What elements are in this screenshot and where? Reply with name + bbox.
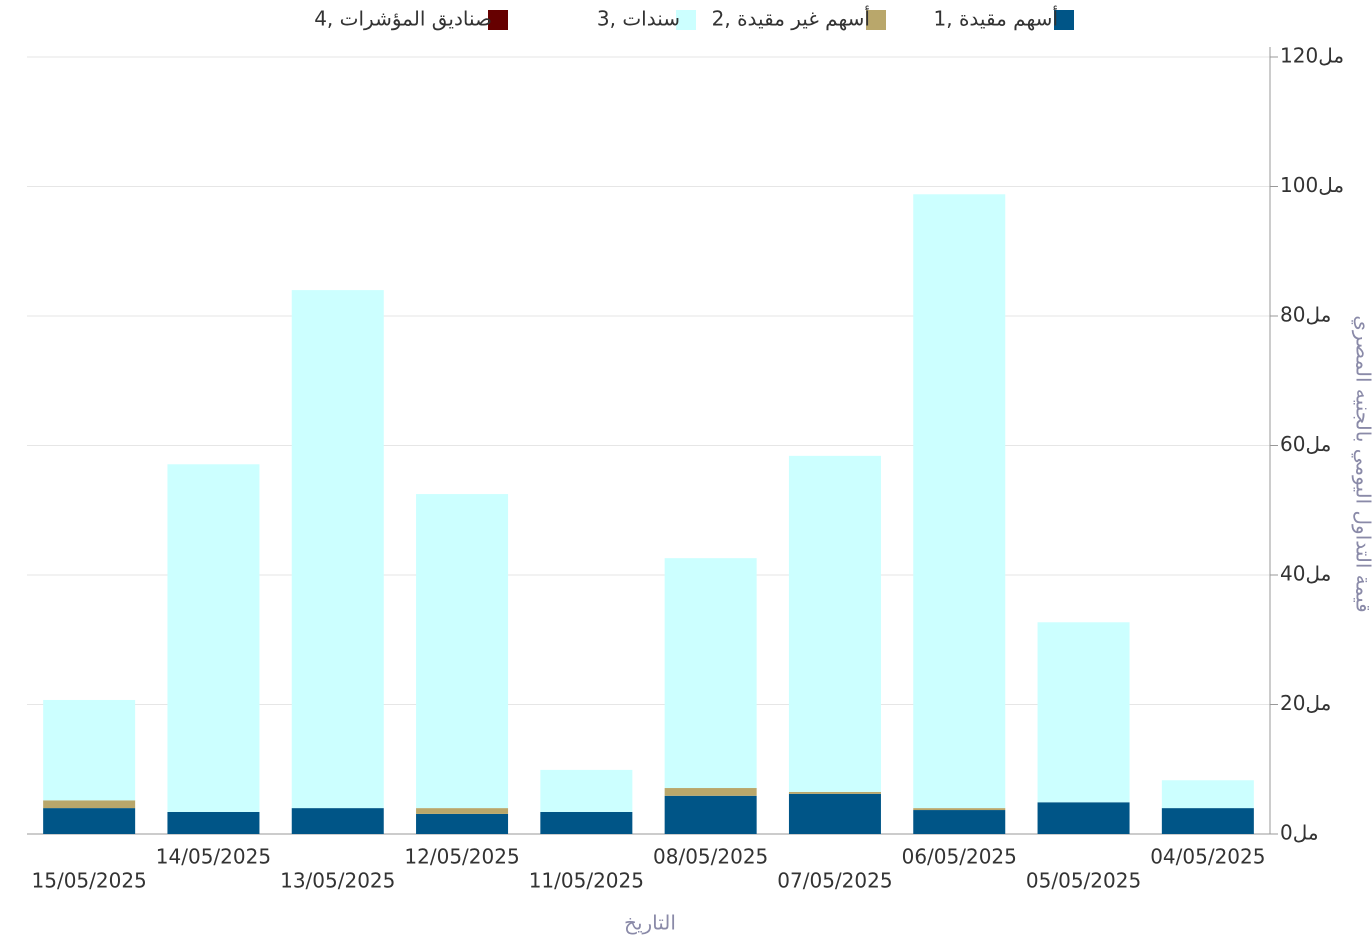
y-tick-label: 120مل xyxy=(1280,44,1344,68)
legend-swatch xyxy=(676,10,696,30)
legend-swatch xyxy=(1054,10,1074,30)
x-tick-label: 14/05/2025 xyxy=(156,845,271,869)
bar-segment xyxy=(913,810,1006,834)
y-tick-label: 20مل xyxy=(1280,691,1331,715)
y-tick-label: 40مل xyxy=(1280,562,1331,586)
legend-label: 1, أسهم مقيدة xyxy=(934,6,1059,31)
x-tick-label: 06/05/2025 xyxy=(902,845,1017,869)
bar-segment xyxy=(416,813,509,834)
x-tick-label: 07/05/2025 xyxy=(777,869,892,893)
bar-segment xyxy=(664,788,757,796)
bar-segment xyxy=(913,808,1006,811)
bar-segment xyxy=(664,795,757,834)
bar-segment xyxy=(913,194,1006,809)
x-tick-label: 05/05/2025 xyxy=(1026,869,1141,893)
bar-segment xyxy=(1037,622,1130,803)
legend-label: 2, أسهم غير مقيدة xyxy=(712,6,870,31)
x-tick-label: 12/05/2025 xyxy=(404,845,519,869)
bar-segment xyxy=(291,290,384,809)
bar-segment xyxy=(788,791,881,794)
bar-segment xyxy=(167,811,260,834)
bar-segment xyxy=(416,494,509,809)
legend-swatch xyxy=(488,10,508,30)
bar-segment xyxy=(788,455,881,792)
bar-segment xyxy=(416,808,509,814)
x-tick-label: 04/05/2025 xyxy=(1150,845,1265,869)
bar-segment xyxy=(788,793,881,834)
x-axis-title: التاريخ xyxy=(624,911,676,935)
bar-segment xyxy=(1037,802,1130,834)
x-tick-label: 13/05/2025 xyxy=(280,869,395,893)
legend-label: 3, سندات xyxy=(597,7,680,31)
bar-segment xyxy=(43,800,136,809)
y-tick-label: 60مل xyxy=(1280,432,1331,456)
y-tick-label: 100مل xyxy=(1280,173,1344,197)
bar-segment xyxy=(664,558,757,789)
bar-segment xyxy=(540,811,633,834)
y-tick-label: 0مل xyxy=(1280,821,1319,845)
bar-segment xyxy=(43,699,136,801)
x-tick-label: 11/05/2025 xyxy=(529,869,644,893)
bar-segment xyxy=(1161,780,1254,809)
bar-segment xyxy=(167,464,260,812)
bar-segment xyxy=(291,808,384,834)
bar-segment xyxy=(540,769,633,812)
bar-segment xyxy=(1161,808,1254,834)
bar-segment xyxy=(43,808,136,834)
x-tick-label: 08/05/2025 xyxy=(653,845,768,869)
y-tick-label: 80مل xyxy=(1280,303,1331,327)
legend-label: 4, صناديق المؤشرات xyxy=(314,7,492,31)
legend-swatch xyxy=(866,10,886,30)
x-tick-label: 15/05/2025 xyxy=(32,869,147,893)
y-axis-title: قيمة التداول اليومي بالجنيه المصري xyxy=(1351,315,1372,612)
